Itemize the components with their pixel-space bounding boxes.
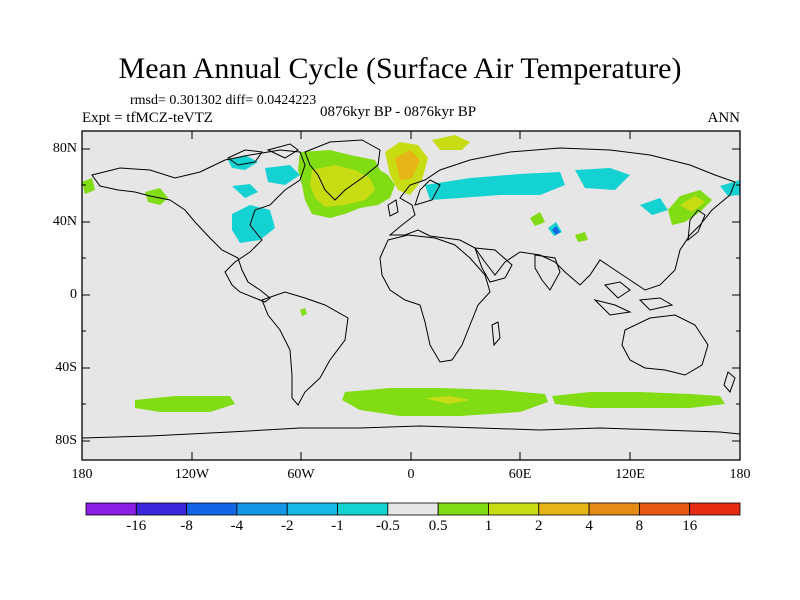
colorbar-swatch [286,502,338,516]
south-america-warm-dot [300,308,307,316]
lat-label-0: 0 [70,287,77,302]
lat-ticks [82,148,740,442]
colorbar-swatch [236,502,288,516]
siberia-cool-patch [425,172,565,200]
colorbar-label: 8 [635,518,644,534]
kamchatka-cool-patch [720,180,740,196]
colorbar-swatch [437,502,489,516]
lat-label-80s: 80S [55,433,77,448]
map-title: Mean Annual Cycle (Surface Air Temperatu… [118,52,682,85]
colorbar-label: -8 [180,518,193,534]
colorbar-label: 0.5 [428,518,448,534]
season-label: ANN [707,110,741,126]
lon-label-120w: 120W [174,467,210,482]
lon-label-60w: 60W [287,467,315,482]
colorbar-swatch [588,502,640,516]
colorbar-swatch [85,502,137,516]
experiment-label: Expt = tfMCZ-teVTZ [82,110,213,126]
tibet-blue-patch [552,226,560,235]
southern-ocean-warm-band [135,396,235,412]
hudson-bay-cool-patch [232,184,258,198]
lat-label-40n: 40N [52,214,77,229]
colorbar-swatch [689,502,741,516]
lat-label-40s: 40S [55,360,77,375]
colorbar-swatch [135,502,188,516]
stats-line: rmsd= 0.301302 diff= 0.0424223 [130,93,317,108]
colorbar-swatch [337,502,389,516]
alaska-warm-patch [145,188,168,205]
norwegian-sea-hot-patch [395,150,420,180]
arctic-north-warm-patch [432,135,470,150]
colorbar-swatch [387,502,439,516]
pacific-cool-patch [640,198,668,215]
arctic-cool-patch [228,155,258,170]
colorbar [85,502,741,516]
period-label: 0876kyr BP - 0876kyr BP [320,104,477,120]
colorbar-label: -2 [280,518,294,534]
east-asia-yellow-patch [680,196,705,212]
lon-ticks [81,131,741,460]
colorbar-swatch [186,502,238,516]
lon-label-120e: 120E [615,467,645,482]
north-america-cool-patch [232,205,275,243]
colorbar-label: 16 [682,518,698,534]
southern-ocean-warm-band-3 [552,392,725,408]
colorbar-label: -16 [126,518,147,534]
north-atlantic-yellow-patch [310,165,375,207]
coastlines [81,139,741,439]
anomaly-patches [82,135,740,416]
canada-arctic-cool-patch [265,165,300,185]
himalaya-warm-patch [575,232,588,242]
lon-label-180w: 180 [71,467,93,482]
colorbar-label: 4 [585,518,593,534]
colorbar-label: -4 [230,518,244,534]
east-siberia-cool-patch [575,168,630,190]
lon-label-0: 0 [407,467,415,482]
lat-label-80n: 80N [52,141,77,156]
colorbar-swatch [638,502,691,516]
lon-label-60e: 60E [508,467,532,482]
colorbar-swatch [488,502,540,516]
colorbar-swatch [538,502,590,516]
far-west-warm-patch [82,178,95,194]
southern-ocean-yellow-patch [425,396,470,404]
central-asia-warm-patch [530,212,545,226]
colorbar-label: -0.5 [375,518,400,534]
colorbar-label: 1 [484,518,493,534]
lon-label-180e: 180 [729,467,751,482]
colorbar-label: 2 [535,518,543,534]
colorbar-label: -1 [331,518,344,534]
